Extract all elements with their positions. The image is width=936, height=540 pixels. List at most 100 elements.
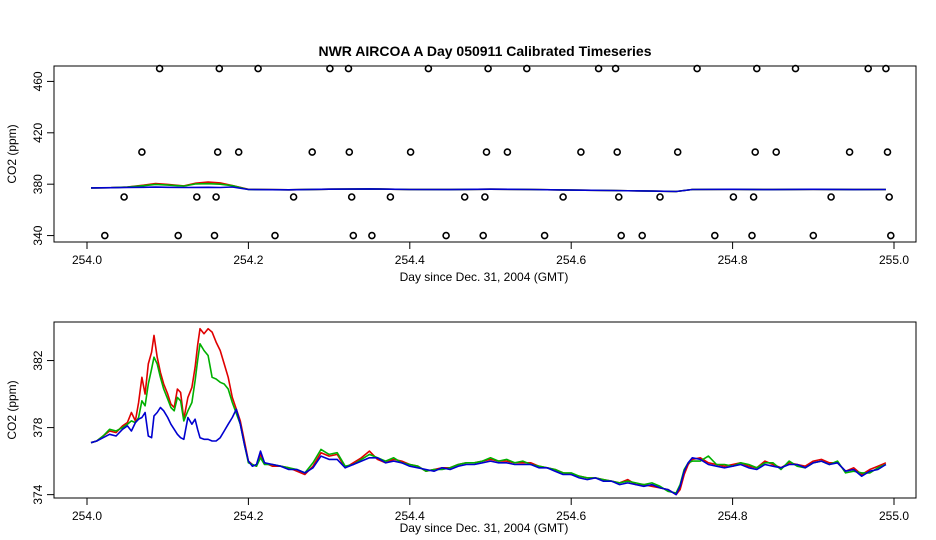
top-scatter-point [827, 193, 835, 201]
top-scatter-point [234, 148, 243, 156]
bottom-x-tick-label: 254.6 [556, 509, 586, 523]
top-scatter-point [656, 193, 664, 201]
top-scatter-point [882, 64, 890, 73]
chart-title: NWR AIRCOA A Day 050911 Calibrated Times… [318, 43, 651, 59]
top-scatter-point [213, 148, 222, 156]
top-scatter-point [791, 64, 800, 73]
top-y-tick-label: 420 [31, 122, 45, 142]
top-scatter-point [326, 64, 334, 73]
bottom-x-tick-label: 254.0 [72, 509, 102, 523]
bottom-x-axis: 254.0 254.2 254.4 254.6 254.8 255.0 [72, 498, 909, 523]
top-scatter-point [611, 64, 620, 73]
top-series-line-3 [90, 186, 886, 193]
top-scatter-point [559, 193, 567, 201]
bottom-x-tick-label: 254.4 [395, 509, 425, 523]
top-scatter-point [349, 231, 358, 240]
top-scatter-point [809, 231, 818, 240]
top-scatter-point [673, 148, 682, 156]
top-scatter-point [886, 231, 895, 240]
top-scatter-point [748, 231, 756, 240]
bottom-x-tick-label: 254.2 [233, 509, 263, 523]
top-x-axis: 254.0 254.2 254.4 254.6 254.8 255.0 [72, 242, 909, 267]
top-scatter-point [345, 148, 354, 156]
bottom-x-tick-label: 254.8 [718, 509, 748, 523]
bottom-y-tick-label: 378 [31, 417, 45, 437]
top-scatter-point [215, 64, 224, 73]
top-scatter-point [503, 148, 512, 156]
top-scatter-point [772, 148, 781, 156]
top-series-lines [90, 181, 886, 193]
top-scatter-point [594, 64, 603, 73]
top-x-tick-label: 254.0 [72, 253, 102, 267]
top-scatter-point [424, 64, 433, 73]
bottom-y-axis-label: CO2 (ppm) [5, 380, 19, 439]
top-scatter-point [751, 148, 760, 156]
top-scatter-point [479, 231, 488, 240]
top-scatter-point [386, 193, 395, 201]
top-scatter-point [155, 64, 164, 73]
top-scatter-point [212, 193, 220, 201]
top-scatter-point [749, 193, 758, 201]
top-scatter-point [710, 231, 719, 240]
top-scatter-point [752, 64, 761, 73]
top-scatter-point [344, 64, 353, 73]
top-scatter-point [368, 231, 376, 240]
bottom-series-line-1 [90, 327, 887, 496]
top-y-tick-label: 340 [31, 225, 45, 245]
top-scatter-point [484, 64, 492, 73]
bottom-x-tick-label: 255.0 [879, 509, 909, 523]
top-y-tick-label: 460 [31, 71, 45, 91]
top-scatter-point [442, 231, 450, 240]
top-scatter-point [347, 193, 356, 201]
top-scatter-point [271, 231, 279, 240]
top-scatter-point [638, 231, 647, 240]
bottom-y-tick-label: 374 [31, 484, 45, 504]
top-scatter-point [210, 231, 219, 240]
top-x-tick-label: 254.4 [395, 253, 425, 267]
top-y-axis: 340 380 420 460 [31, 71, 54, 246]
top-x-tick-label: 254.8 [718, 253, 748, 267]
top-x-tick-label: 254.2 [233, 253, 263, 267]
top-scatter-point [845, 148, 854, 156]
top-scatter-point [174, 231, 182, 240]
top-scatter-point [406, 148, 415, 156]
top-scatter-point [883, 148, 892, 156]
top-scatter-point [481, 193, 489, 201]
top-scatter-point [693, 64, 701, 73]
top-scatter-point [254, 64, 262, 73]
top-scatter-point [540, 231, 549, 240]
bottom-series-lines [90, 327, 887, 496]
top-scatter-point [864, 64, 873, 73]
top-scatter-point [289, 193, 298, 201]
top-y-axis-label: CO2 (ppm) [5, 124, 19, 183]
bottom-panel: 374 378 382 254.0 254.2 254.4 254.6 254.8 255.0… [5, 321, 917, 535]
bottom-plot-frame [53, 321, 917, 499]
top-scatter-point [729, 193, 738, 201]
top-scatter-point [614, 193, 623, 201]
bottom-series-line-3 [90, 406, 887, 496]
top-scatter-point [885, 193, 894, 201]
top-scatter-point [308, 148, 317, 156]
top-scatter-point [138, 148, 146, 156]
bottom-series-line-2 [90, 343, 887, 494]
top-scatter-point [482, 148, 491, 156]
top-scatter-point [120, 193, 128, 201]
bottom-y-axis: 374 378 382 [31, 350, 54, 505]
top-plot-frame [53, 65, 917, 243]
top-scatter-point [460, 193, 469, 201]
bottom-y-tick-label: 382 [31, 350, 45, 370]
top-scatter-point [613, 148, 622, 156]
top-scatter-point [577, 148, 585, 156]
top-scatter-point [193, 193, 201, 201]
bottom-x-axis-label: Day since Dec. 31, 2004 (GMT) [400, 521, 569, 535]
top-scatter-point [522, 64, 531, 73]
top-scatter-point [617, 231, 626, 240]
top-y-tick-label: 380 [31, 174, 45, 194]
top-x-tick-label: 254.6 [556, 253, 586, 267]
top-x-tick-label: 255.0 [879, 253, 909, 267]
top-scatter-point [101, 231, 109, 240]
top-x-axis-label: Day since Dec. 31, 2004 (GMT) [400, 270, 569, 284]
top-scatter-points [101, 64, 895, 240]
